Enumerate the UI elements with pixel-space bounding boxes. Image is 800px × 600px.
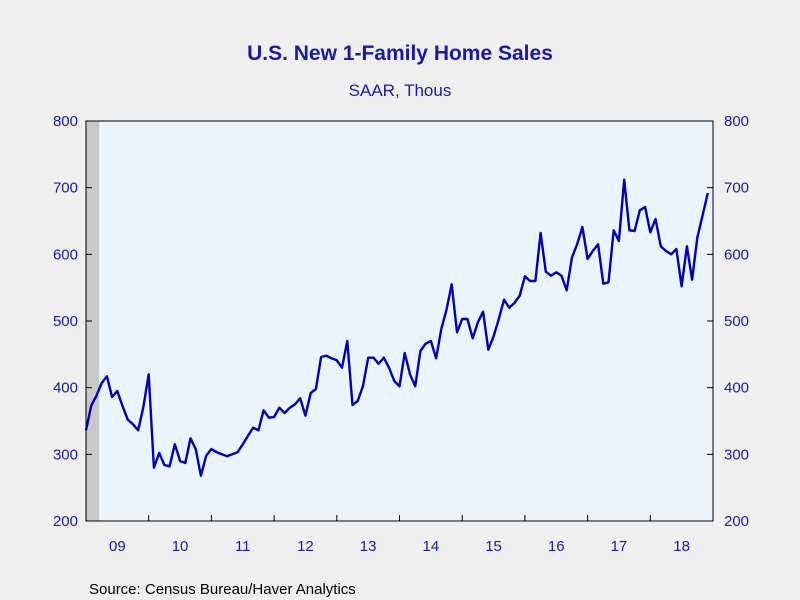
plot-area: [86, 120, 713, 521]
plot-frame: [85, 120, 714, 522]
x-tick-label: 11: [235, 538, 251, 555]
y-tick-label-right: 200: [724, 513, 749, 530]
chart-title: U.S. New 1-Family Home Sales: [247, 42, 553, 65]
y-tick-label-right: 500: [724, 313, 749, 330]
recession-shading: [86, 121, 100, 521]
x-axis: 09 10 11 12 13 14 15 16 17 18: [109, 515, 690, 555]
y-tick-label-right: 800: [724, 113, 749, 130]
y-tick-label-left: 500: [53, 313, 78, 330]
y-tick-label-right: 700: [724, 180, 749, 197]
y-tick-label-right: 400: [724, 380, 749, 397]
x-tick-label: 15: [485, 538, 502, 555]
y-tick-label-left: 400: [53, 380, 78, 397]
y-tick-label-left: 300: [53, 446, 78, 463]
x-tick-label: 10: [172, 538, 189, 555]
series-line-home-sales: [84, 178, 709, 477]
x-tick-label: 13: [360, 538, 377, 555]
x-tick-label: 17: [611, 538, 628, 555]
chart-subtitle: SAAR, Thous: [349, 81, 452, 100]
y-tick-label-right: 600: [724, 246, 749, 263]
source-note: Source: Census Bureau/Haver Analytics: [89, 581, 356, 598]
x-tick-label: 16: [548, 538, 565, 555]
y-tick-label-left: 600: [53, 246, 78, 263]
x-tick-label: 09: [109, 538, 126, 555]
y-axis-left: 200 300 400 500 600 700 800: [53, 113, 92, 530]
x-tick-label: 18: [673, 538, 690, 555]
y-tick-label-left: 800: [53, 113, 78, 130]
x-tick-label: 12: [297, 538, 314, 555]
y-axis-right: 200 300 400 500 600 700 800: [707, 113, 749, 530]
y-tick-label-right: 300: [724, 446, 749, 463]
y-tick-label-left: 200: [53, 513, 78, 530]
y-tick-label-left: 700: [53, 180, 78, 197]
x-tick-label: 14: [423, 538, 440, 555]
